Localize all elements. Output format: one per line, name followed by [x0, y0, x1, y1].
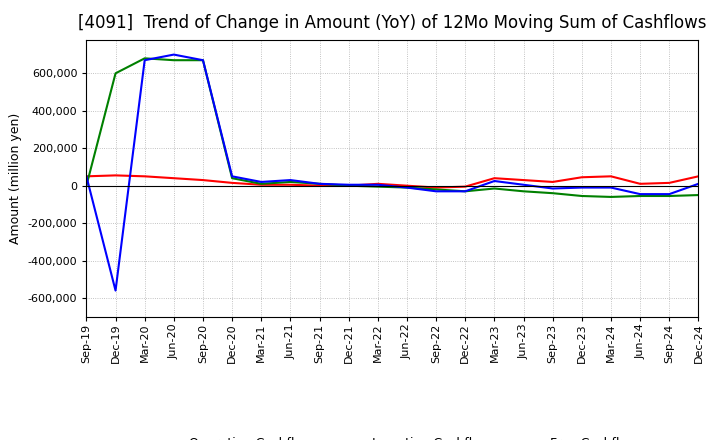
Free Cashflow: [257, 180, 266, 185]
Operating Cashflow: [577, 175, 586, 180]
Operating Cashflow: [82, 174, 91, 179]
Investing Cashflow: [432, 187, 441, 192]
Operating Cashflow: [140, 174, 149, 179]
Investing Cashflow: [315, 181, 324, 187]
Investing Cashflow: [665, 193, 674, 198]
Free Cashflow: [315, 181, 324, 187]
Investing Cashflow: [374, 184, 382, 189]
Free Cashflow: [374, 182, 382, 187]
Investing Cashflow: [199, 58, 207, 63]
Line: Investing Cashflow: Investing Cashflow: [86, 59, 698, 197]
Free Cashflow: [490, 178, 499, 183]
Investing Cashflow: [461, 189, 469, 194]
Operating Cashflow: [374, 181, 382, 187]
Operating Cashflow: [228, 180, 236, 186]
Free Cashflow: [140, 58, 149, 63]
Title: [4091]  Trend of Change in Amount (YoY) of 12Mo Moving Sum of Cashflows: [4091] Trend of Change in Amount (YoY) o…: [78, 15, 706, 33]
Investing Cashflow: [694, 192, 703, 198]
Free Cashflow: [111, 288, 120, 293]
Free Cashflow: [519, 182, 528, 187]
Free Cashflow: [228, 174, 236, 179]
Investing Cashflow: [169, 58, 178, 63]
Operating Cashflow: [461, 184, 469, 189]
Operating Cashflow: [344, 183, 353, 188]
Operating Cashflow: [490, 176, 499, 181]
Free Cashflow: [665, 191, 674, 197]
Operating Cashflow: [315, 183, 324, 188]
Operating Cashflow: [694, 174, 703, 179]
Free Cashflow: [402, 185, 411, 190]
Operating Cashflow: [519, 177, 528, 183]
Free Cashflow: [607, 185, 616, 190]
Line: Free Cashflow: Free Cashflow: [86, 55, 698, 290]
Free Cashflow: [694, 181, 703, 187]
Operating Cashflow: [402, 183, 411, 188]
Operating Cashflow: [549, 180, 557, 185]
Free Cashflow: [344, 182, 353, 187]
Operating Cashflow: [665, 180, 674, 186]
Free Cashflow: [286, 177, 294, 183]
Y-axis label: Amount (million yen): Amount (million yen): [9, 113, 22, 244]
Free Cashflow: [82, 174, 91, 179]
Investing Cashflow: [636, 193, 644, 198]
Operating Cashflow: [111, 173, 120, 178]
Line: Operating Cashflow: Operating Cashflow: [86, 176, 698, 187]
Free Cashflow: [461, 189, 469, 194]
Legend: Operating Cashflow, Investing Cashflow, Free Cashflow: Operating Cashflow, Investing Cashflow, …: [143, 432, 642, 440]
Free Cashflow: [577, 185, 586, 190]
Operating Cashflow: [257, 182, 266, 187]
Investing Cashflow: [549, 191, 557, 196]
Operating Cashflow: [286, 182, 294, 187]
Operating Cashflow: [432, 185, 441, 190]
Investing Cashflow: [519, 189, 528, 194]
Investing Cashflow: [402, 185, 411, 190]
Investing Cashflow: [140, 56, 149, 61]
Free Cashflow: [636, 191, 644, 197]
Investing Cashflow: [111, 71, 120, 76]
Investing Cashflow: [228, 176, 236, 181]
Free Cashflow: [169, 52, 178, 57]
Free Cashflow: [432, 189, 441, 194]
Free Cashflow: [199, 58, 207, 63]
Investing Cashflow: [257, 181, 266, 187]
Operating Cashflow: [636, 181, 644, 187]
Investing Cashflow: [607, 194, 616, 200]
Investing Cashflow: [82, 183, 91, 188]
Operating Cashflow: [169, 176, 178, 181]
Free Cashflow: [549, 186, 557, 191]
Operating Cashflow: [607, 174, 616, 179]
Investing Cashflow: [344, 183, 353, 188]
Investing Cashflow: [490, 186, 499, 191]
Investing Cashflow: [577, 193, 586, 198]
Investing Cashflow: [286, 180, 294, 185]
Operating Cashflow: [199, 177, 207, 183]
